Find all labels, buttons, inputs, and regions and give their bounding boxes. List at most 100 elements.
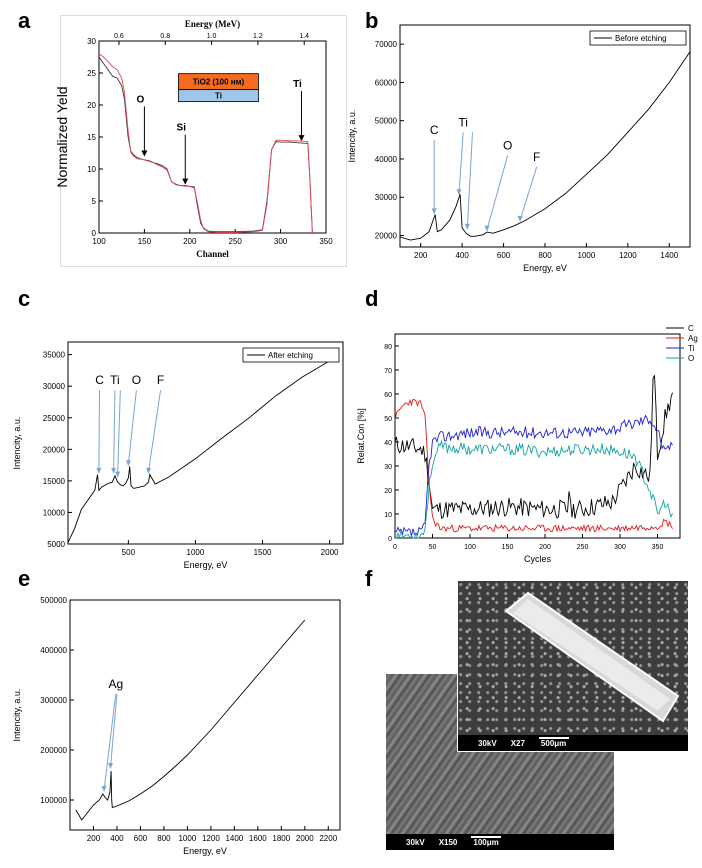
annotation-label-b: F bbox=[533, 150, 540, 164]
y-axis-label-e: Intencity, a.u. bbox=[12, 689, 22, 742]
annotation-label-c: O bbox=[132, 373, 141, 387]
x-tick-label-e: 1600 bbox=[249, 834, 267, 843]
x-tick-label-e: 2000 bbox=[296, 834, 314, 843]
annotation-arrowhead-e bbox=[101, 786, 107, 792]
chart-c-svg: 500 1000 1500 2000 5000 10000 15000 20000 25000 3… bbox=[12, 341, 344, 570]
annotation-label-b: C bbox=[430, 123, 439, 137]
chart-panel-c: 500 1000 1500 2000 5000 10000 15000 20000 25000 3… bbox=[10, 330, 355, 580]
y-tick-label-c: 35000 bbox=[43, 351, 66, 360]
x-tick-label-b: 1200 bbox=[619, 251, 637, 260]
y-tick-label-e: 300000 bbox=[40, 696, 67, 705]
y-tick-label-e: 500000 bbox=[40, 596, 67, 605]
legend-box-c bbox=[242, 347, 340, 363]
x-tick-label-b: 1400 bbox=[660, 251, 678, 260]
y-tick-label-a: 25 bbox=[87, 69, 96, 78]
annotation-arrow-b bbox=[519, 166, 538, 221]
annotation-arrowhead-b bbox=[484, 225, 490, 232]
panel-label-d: d bbox=[365, 286, 379, 311]
annotation-arrowhead-a bbox=[182, 178, 189, 185]
x-axis-label-d: Cycles bbox=[524, 554, 552, 564]
y-tick-label-d: 50 bbox=[384, 416, 392, 423]
y-axis-label-d: Relat.Con [%] bbox=[356, 408, 366, 464]
y-tick-label-a: 0 bbox=[92, 229, 97, 238]
legend-label-d: Ag bbox=[688, 334, 698, 343]
chart-a-svg: 100 150 200 250 300 350 0 5 10 15 20 25 30 0.6 0.8 1.0 1… bbox=[54, 19, 333, 259]
series-line-d-0 bbox=[394, 375, 673, 519]
y-tick-label-d: 80 bbox=[384, 344, 392, 351]
y-tick-label-b: 70000 bbox=[375, 40, 398, 49]
annotation-label-b: O bbox=[503, 138, 512, 152]
y-tick-label-b: 20000 bbox=[375, 232, 398, 241]
sem-crystal-face bbox=[513, 599, 670, 711]
x-tick-label-a: 150 bbox=[138, 237, 152, 246]
y-tick-label-a: 10 bbox=[87, 165, 96, 174]
series-line-d-3 bbox=[394, 439, 673, 539]
chart-panel-b: 200 400 600 800 1000 1200 1400 20000 30000 40000 5… bbox=[345, 15, 702, 285]
x-tick-label-c: 500 bbox=[122, 548, 136, 557]
y-tick-label-d: 20 bbox=[384, 488, 392, 495]
annotation-arrow-c bbox=[127, 390, 137, 465]
panel-label-e: e bbox=[18, 566, 31, 591]
legend-label-d: C bbox=[688, 324, 694, 333]
legend-box-b bbox=[589, 30, 687, 46]
annotation-arrow-c bbox=[117, 390, 121, 476]
y-tick-label-e: 200000 bbox=[40, 746, 67, 755]
y-tick-label-a: 5 bbox=[92, 197, 97, 206]
y-tick-label-e: 100000 bbox=[40, 796, 67, 805]
top-tick-label-a: 0.6 bbox=[114, 33, 124, 40]
series-line-d-2 bbox=[394, 414, 673, 537]
annotation-label-c: C bbox=[95, 373, 104, 387]
x-tick-label-e: 800 bbox=[157, 834, 171, 843]
top-tick-label-a: 0.8 bbox=[160, 33, 170, 40]
x-tick-label-e: 1400 bbox=[225, 834, 243, 843]
x-tick-label-b: 200 bbox=[414, 251, 428, 260]
annotation-label-c: Ti bbox=[110, 373, 120, 387]
annotation-arrowhead-a bbox=[298, 135, 305, 142]
y-tick-label-d: 70 bbox=[384, 368, 392, 375]
y-axis-label-c: Intencity, a.u. bbox=[12, 417, 22, 470]
top-tick-label-a: 1.2 bbox=[253, 33, 263, 40]
sem-upper-voltage: 30kV bbox=[478, 738, 497, 748]
x-tick-label-b: 1000 bbox=[578, 251, 596, 260]
annotation-arrowhead-c bbox=[96, 467, 102, 474]
x-tick-label-b: 800 bbox=[538, 251, 552, 260]
annotation-label-e: Ag bbox=[108, 677, 123, 691]
x-tick-label-a: 200 bbox=[183, 237, 197, 246]
sem-image-upper: 30kV X27 500μm bbox=[457, 580, 689, 752]
series-line-b-0 bbox=[399, 51, 691, 241]
x-tick-label-b: 400 bbox=[455, 251, 469, 260]
y-tick-label-a: 20 bbox=[87, 101, 96, 110]
y-tick-label-d: 30 bbox=[384, 464, 392, 471]
x-tick-label-a: 350 bbox=[319, 237, 333, 246]
annotation-arrow-b bbox=[466, 132, 473, 228]
x-tick-label-d: 250 bbox=[577, 544, 589, 551]
legend-label-d: O bbox=[688, 354, 694, 363]
x-axis-label-b: Energy, eV bbox=[523, 263, 567, 273]
panel-label-c: c bbox=[18, 286, 31, 311]
series-line-e-0 bbox=[75, 619, 306, 821]
x-tick-label-e: 1800 bbox=[272, 834, 290, 843]
x-tick-label-d: 350 bbox=[652, 544, 664, 551]
y-axis-label-a: Normalized Yeld bbox=[54, 86, 70, 187]
y-tick-label-d: 40 bbox=[384, 440, 392, 447]
panel-label-f: f bbox=[365, 566, 373, 591]
x-tick-label-e: 200 bbox=[87, 834, 101, 843]
annotation-arrow-c bbox=[98, 390, 101, 472]
x-tick-label-e: 2200 bbox=[319, 834, 337, 843]
y-tick-label-d: 10 bbox=[384, 512, 392, 519]
y-tick-label-b: 50000 bbox=[375, 117, 398, 126]
x-tick-label-d: 100 bbox=[464, 544, 476, 551]
annotation-arrowhead-c bbox=[125, 460, 131, 467]
annotation-arrow-e bbox=[103, 693, 117, 791]
sem-upper-info-bar: 30kV X27 500μm bbox=[458, 735, 688, 751]
x-tick-label-b: 600 bbox=[497, 251, 511, 260]
top-tick-label-a: 1.4 bbox=[299, 33, 309, 40]
y-tick-label-c: 5000 bbox=[47, 540, 65, 549]
x-tick-label-c: 1500 bbox=[254, 548, 272, 557]
annotation-arrowhead-b bbox=[464, 223, 470, 230]
sem-crystal bbox=[504, 591, 680, 723]
x-tick-label-d: 150 bbox=[502, 544, 514, 551]
x-axis-label-e: Energy, eV bbox=[183, 846, 227, 856]
sem-lower-scale: 100μm bbox=[471, 836, 502, 847]
legend-label-d: Ti bbox=[688, 344, 695, 353]
